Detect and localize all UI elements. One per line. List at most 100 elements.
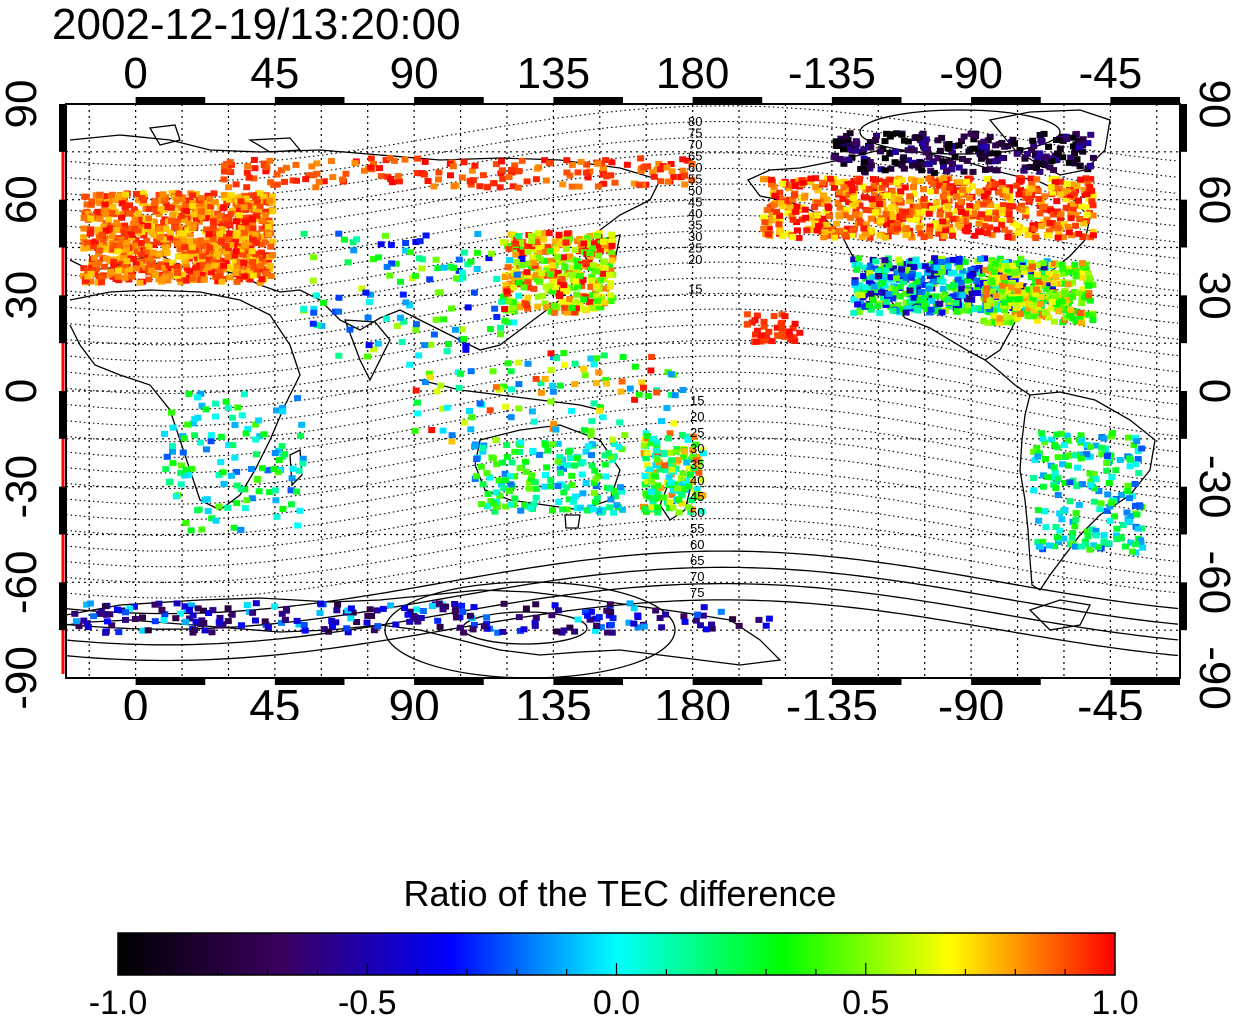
tec-cell [260,431,268,438]
tec-cell [768,338,776,345]
tec-cell [144,627,152,634]
tec-cell [930,222,938,229]
tec-cell [1060,221,1068,228]
tec-cell [150,218,158,225]
tec-cell [874,268,882,275]
tec-cell [881,179,889,185]
tec-cell [789,325,797,332]
tec-cell [507,501,515,508]
tec-cell [866,159,874,165]
tec-cell [702,626,710,633]
tec-cell [1138,525,1146,532]
tec-cell [983,303,991,309]
tec-cell [642,508,650,515]
tec-cell [415,352,423,359]
tec-cell [865,302,873,309]
tec-cell [232,232,240,239]
tec-cell [939,293,947,300]
tec-cell [939,193,947,200]
tec-cell [946,184,954,191]
tec-cell [496,184,504,191]
tec-cell [910,294,918,301]
tec-cell [412,239,420,245]
tec-cell [379,605,387,612]
tec-cell [822,209,830,216]
magnetic-contour [66,469,1179,537]
tec-cell [860,287,868,294]
tec-cell [647,440,655,447]
tec-cell [574,283,582,290]
tec-cell [619,354,627,360]
tec-cell [188,465,196,472]
tec-cell [588,304,596,311]
tec-cell [1059,461,1067,468]
tec-cell [1067,215,1075,222]
tec-cell [838,138,846,145]
tec-cell [523,178,531,185]
tec-cell [697,476,705,483]
tec-cell [538,270,546,277]
tec-cell [544,447,552,454]
tec-cell [770,313,778,320]
tec-cell [569,264,577,271]
tec-cell [597,624,605,631]
contour-label: 50 [690,505,704,520]
tec-cell [592,380,600,386]
tec-cell [580,427,588,434]
tec-cell [457,370,465,377]
tec-cell [1059,234,1067,241]
tec-cell [412,326,420,333]
tec-cell [1064,437,1072,444]
tec-cell [609,457,617,464]
contour-label: 40 [690,473,704,488]
tec-cell [228,472,235,479]
tec-cell [240,259,248,266]
tec-cell [1083,278,1091,285]
tec-cell [1073,483,1081,490]
tec-cell [960,168,968,175]
tec-cell [966,175,974,182]
tec-cell [859,183,867,190]
tec-cell [1052,274,1060,280]
tec-cell [708,625,716,632]
tec-cell [823,221,831,228]
tec-cell [205,610,212,616]
tec-cell [377,241,385,248]
tec-cell [640,384,647,391]
tec-cell [479,481,487,488]
tec-cell [849,190,857,197]
tec-cell [531,479,539,486]
tec-cell [596,404,604,411]
tec-cell [132,237,140,244]
contour-label: 25 [688,241,702,256]
tec-cell [1078,437,1086,444]
tec-cell [993,150,1001,157]
tec-cell [964,222,972,229]
tec-cell [587,283,595,290]
tec-cell [537,256,544,263]
tec-cell [335,230,343,237]
tec-cell [586,250,594,257]
tec-cell [422,379,429,385]
tec-cell [653,166,661,173]
tec-cell [601,452,609,459]
tec-cell [572,305,580,312]
tec-cell [693,491,701,498]
tec-cell [1077,543,1085,550]
tec-cell [123,246,130,253]
tec-cell [118,214,125,221]
tec-cell [1057,211,1065,218]
tec-cell [1040,130,1048,137]
tec-cell [244,202,252,209]
tec-cell [139,614,146,621]
tec-cell [126,249,134,255]
tec-cell [300,622,308,628]
tec-cell [870,183,878,190]
tec-cell [978,211,986,218]
tec-cell [509,305,517,311]
tec-cell [114,193,122,200]
tec-cell [791,338,799,344]
tec-cell [983,215,991,222]
tec-cell [1083,451,1091,458]
tec-cell [910,147,918,154]
